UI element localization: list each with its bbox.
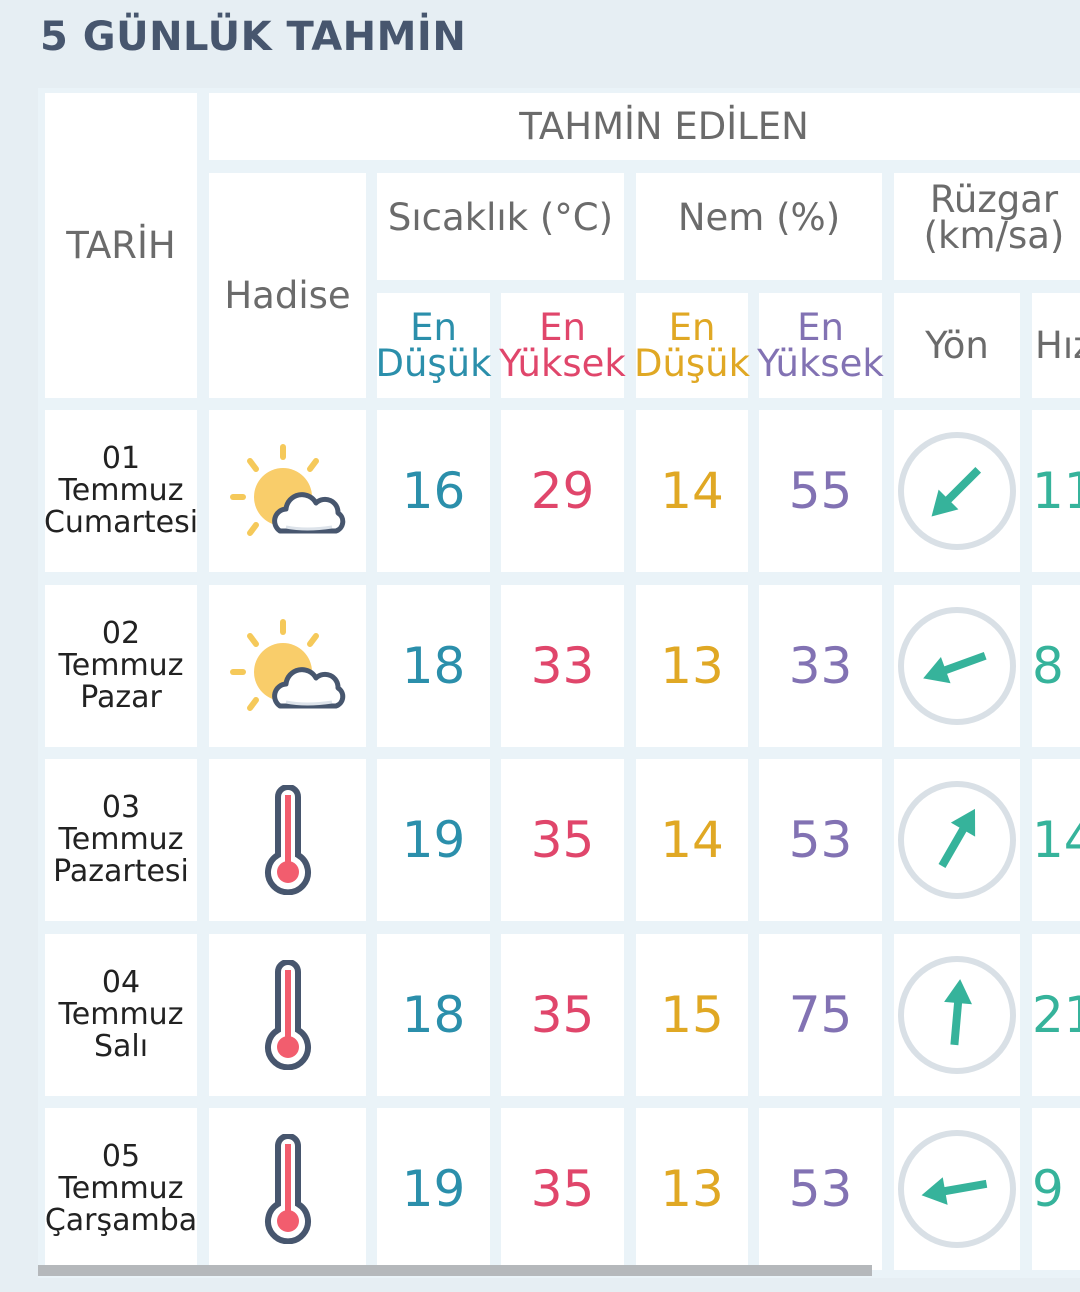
header-wind-speed: Hız [1032,293,1080,398]
header-hum-max: En Yüksek [757,293,884,398]
wind-direction-cell [894,585,1020,747]
temp-max: 35 [501,759,624,921]
humidity-max: 53 [759,759,882,921]
wind-speed: 8 [1032,585,1080,747]
forecast-table: TARİH TAHMİN EDİLEN Hadise Sıcaklık (°C)… [38,88,1080,1278]
header-temperature: Sıcaklık (°C) [377,173,624,280]
date-day: 01 [101,441,141,476]
wind-speed: 9 [1032,1108,1080,1270]
thermometer-hot-icon [258,1134,318,1244]
humidity-max: 33 [759,585,882,747]
date-cell: 02 Temmuz Pazar [45,585,197,747]
date-weekday: Pazar [80,680,162,715]
temp-min: 18 [377,585,490,747]
date-weekday: Pazartesi [53,854,189,889]
date-month: Temmuz [58,822,184,857]
date-month: Temmuz [58,473,184,508]
humidity-min: 14 [636,410,748,572]
date-day: 05 [101,1139,141,1174]
wind-direction-icon [898,1130,1016,1248]
temp-max: 35 [501,1108,624,1270]
header-wind-direction: Yön [894,293,1020,398]
wind-direction-icon [898,956,1016,1074]
date-month: Temmuz [58,648,184,683]
temp-min: 19 [377,759,490,921]
date-weekday: Cumartesi [43,505,199,540]
humidity-min: 13 [636,585,748,747]
date-weekday: Salı [93,1029,149,1064]
temp-min: 16 [377,410,490,572]
header-date: TARİH [45,93,197,398]
label-min: Düşük [375,341,492,385]
label-en: En [410,305,457,349]
wind-direction-icon [898,432,1016,550]
date-day: 03 [101,790,141,825]
label-en: En [668,305,716,349]
temp-min: 18 [377,934,490,1096]
label-max: Yüksek [499,341,626,385]
date-day: 04 [101,965,141,1000]
wind-direction-cell [894,410,1020,572]
wind-direction-cell [894,759,1020,921]
humidity-max: 55 [759,410,882,572]
temp-max: 29 [501,410,624,572]
date-cell: 01 Temmuz Cumartesi [43,410,199,572]
wind-direction-cell [894,1108,1020,1270]
header-wind-unit: (km/sa) [923,213,1065,257]
date-cell: 05 Temmuz Çarşamba [45,1108,197,1270]
wind-direction-icon [898,781,1016,899]
wind-speed: 21 [1032,934,1080,1096]
wind-speed: 11 [1032,410,1080,572]
header-hum-min: En Düşük [633,293,751,398]
date-cell: 04 Temmuz Salı [45,934,197,1096]
date-cell: 03 Temmuz Pazartesi [45,759,197,921]
header-wind: Rüzgar (km/sa) [894,173,1080,280]
header-humidity: Nem (%) [636,173,882,280]
wind-speed: 14 [1032,759,1080,921]
page-title: 5 GÜNLÜK TAHMİN [40,14,467,60]
event-cell [209,759,366,921]
date-month: Temmuz [58,1171,184,1206]
label-min: Düşük [633,341,751,385]
temp-max: 35 [501,934,624,1096]
label-max: Yüksek [757,341,884,385]
event-cell [209,1108,366,1270]
header-event: Hadise [209,173,366,398]
event-cell [209,934,366,1096]
wind-direction-cell [894,934,1020,1096]
temp-max: 33 [501,585,624,747]
label-en: En [539,305,586,349]
event-cell [209,410,366,572]
partly-cloudy-icon [228,441,348,541]
wind-direction-icon [898,607,1016,725]
humidity-max: 75 [759,934,882,1096]
header-temp-max: En Yüksek [499,293,626,398]
thermometer-hot-icon [258,785,318,895]
header-forecast: TAHMİN EDİLEN [209,93,1080,160]
label-en: En [797,305,844,349]
horizontal-scrollbar[interactable] [38,1265,872,1276]
header-wind-label: Rüzgar [929,177,1059,221]
humidity-min: 14 [636,759,748,921]
temp-min: 19 [377,1108,490,1270]
date-month: Temmuz [58,997,184,1032]
humidity-min: 13 [636,1108,748,1270]
date-weekday: Çarşamba [44,1203,198,1238]
event-cell [209,585,366,747]
date-day: 02 [101,616,141,651]
header-temp-min: En Düşük [375,293,492,398]
humidity-min: 15 [636,934,748,1096]
partly-cloudy-icon [228,616,348,716]
humidity-max: 53 [759,1108,882,1270]
thermometer-hot-icon [258,960,318,1070]
